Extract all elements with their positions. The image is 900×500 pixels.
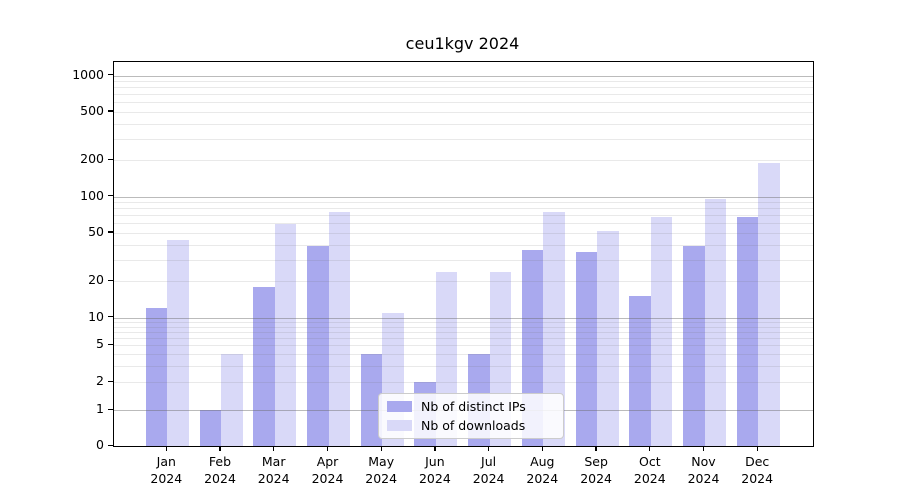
x-tick-mark-dec — [756, 446, 758, 451]
bars-layer — [114, 62, 813, 446]
bar-downloads-dec — [758, 163, 780, 446]
x-tick-month: Jan — [156, 454, 176, 469]
bar-downloads-sep — [597, 230, 619, 446]
x-tick-month: Oct — [638, 454, 661, 469]
chart-title: ceu1kgv 2024 — [405, 34, 520, 53]
x-tick-year: 2024 — [365, 471, 398, 486]
bar-downloads-apr — [328, 211, 350, 446]
bar-downloads-nov — [704, 199, 726, 446]
legend-swatch-distinct-ips — [387, 401, 412, 412]
x-tick-year: 2024 — [580, 471, 612, 486]
y-tick-label-50: 50 — [88, 223, 104, 239]
y-tick-label-10: 10 — [88, 308, 104, 324]
y-tick-label-0: 0 — [96, 437, 104, 452]
x-tick-year: 2024 — [526, 471, 559, 486]
x-tick-label-jul: Jul 2024 — [449, 453, 529, 487]
x-tick-month: Dec — [745, 454, 770, 469]
x-tick-label-apr: Apr 2024 — [288, 453, 368, 487]
x-tick-mark-may — [380, 446, 382, 451]
y-tick-label-200: 200 — [80, 151, 104, 167]
x-tick-month: Sep — [584, 454, 608, 469]
bar-distinct-ips-jan — [145, 307, 168, 446]
bar-distinct-ips-nov — [683, 246, 705, 446]
bar-distinct-ips-oct — [629, 296, 651, 446]
legend-item-downloads: Nb of downloads — [387, 418, 555, 433]
x-tick-mark-sep — [595, 446, 597, 451]
x-tick-month: Mar — [261, 454, 286, 469]
x-tick-mark-aug — [541, 446, 543, 451]
bar-downloads-aug — [543, 212, 565, 446]
x-tick-label-aug: Aug 2024 — [502, 453, 582, 487]
x-tick-label-may: May 2024 — [341, 453, 421, 487]
x-tick-month: Aug — [530, 454, 555, 469]
x-tick-mark-nov — [702, 446, 705, 451]
bar-distinct-ips-apr — [307, 246, 329, 446]
bar-downloads-jan — [167, 239, 189, 446]
x-tick-mark-jul — [487, 446, 490, 451]
y-tick-label-5: 5 — [96, 336, 104, 352]
legend-label-downloads: Nb of downloads — [421, 418, 526, 433]
bar-downloads-feb — [221, 354, 243, 446]
x-tick-year: 2024 — [633, 471, 666, 486]
legend-label-distinct-ips: Nb of distinct IPs — [421, 399, 526, 414]
legend: Nb of distinct IPs Nb of downloads — [378, 393, 564, 439]
x-tick-label-mar: Mar 2024 — [234, 453, 314, 487]
x-tick-mark-apr — [326, 446, 329, 451]
x-tick-mark-jan — [165, 446, 167, 451]
plot-area: Nb of distinct IPs Nb of downloads — [113, 61, 814, 447]
legend-item-distinct-ips: Nb of distinct IPs — [387, 399, 555, 414]
x-tick-label-jun: Jun 2024 — [395, 453, 475, 487]
x-tick-year: 2024 — [150, 471, 183, 486]
x-tick-year: 2024 — [257, 471, 290, 486]
x-tick-label-oct: Oct 2024 — [610, 453, 690, 487]
x-tick-label-jan: Jan 2024 — [126, 453, 206, 487]
y-tick-mark-0 — [108, 444, 113, 446]
x-tick-label-nov: Nov 2024 — [664, 453, 744, 487]
bar-downloads-mar — [274, 224, 297, 446]
bar-distinct-ips-feb — [199, 410, 221, 446]
y-tick-mark-2 — [108, 380, 113, 383]
y-tick-mark-1000 — [108, 74, 113, 76]
bar-distinct-ips-may — [360, 354, 383, 446]
y-tick-label-500: 500 — [80, 102, 104, 118]
y-tick-mark-10 — [108, 316, 113, 318]
y-tick-mark-5 — [108, 343, 113, 346]
bar-distinct-ips-mar — [253, 286, 275, 446]
x-tick-year: 2024 — [741, 471, 774, 486]
x-tick-month: Apr — [316, 454, 339, 469]
y-tick-label-100: 100 — [80, 187, 104, 203]
bar-distinct-ips-sep — [575, 251, 598, 446]
x-tick-mark-mar — [273, 446, 275, 451]
y-tick-label-2: 2 — [96, 373, 104, 389]
x-tick-label-feb: Feb 2024 — [180, 453, 260, 487]
x-tick-mark-oct — [649, 446, 651, 451]
x-tick-month: Jun — [425, 454, 445, 469]
x-tick-label-dec: Dec 2024 — [717, 453, 797, 487]
y-tick-label-20: 20 — [88, 272, 104, 288]
x-tick-month: Feb — [208, 454, 232, 469]
y-tick-mark-1 — [108, 408, 113, 410]
bar-downloads-oct — [650, 216, 673, 446]
y-tick-mark-20 — [108, 279, 113, 281]
x-tick-month: Nov — [691, 454, 716, 469]
y-tick-mark-50 — [108, 231, 113, 233]
legend-swatch-downloads — [387, 420, 412, 431]
x-tick-month: Jul — [481, 454, 497, 469]
y-tick-label-1: 1 — [96, 401, 104, 416]
y-tick-label-1000: 1000 — [72, 66, 104, 82]
x-tick-mark-jun — [434, 446, 436, 451]
x-tick-year: 2024 — [311, 471, 344, 486]
x-tick-label-sep: Sep 2024 — [556, 453, 636, 487]
x-tick-mark-feb — [219, 446, 221, 451]
x-tick-year: 2024 — [204, 471, 236, 486]
x-tick-year: 2024 — [418, 471, 451, 486]
y-tick-mark-500 — [108, 110, 113, 112]
x-tick-year: 2024 — [472, 471, 505, 486]
x-tick-month: May — [368, 454, 395, 469]
x-tick-year: 2024 — [687, 471, 720, 486]
y-tick-mark-200 — [108, 158, 113, 160]
y-tick-mark-100 — [108, 195, 113, 197]
bar-distinct-ips-dec — [736, 216, 759, 446]
